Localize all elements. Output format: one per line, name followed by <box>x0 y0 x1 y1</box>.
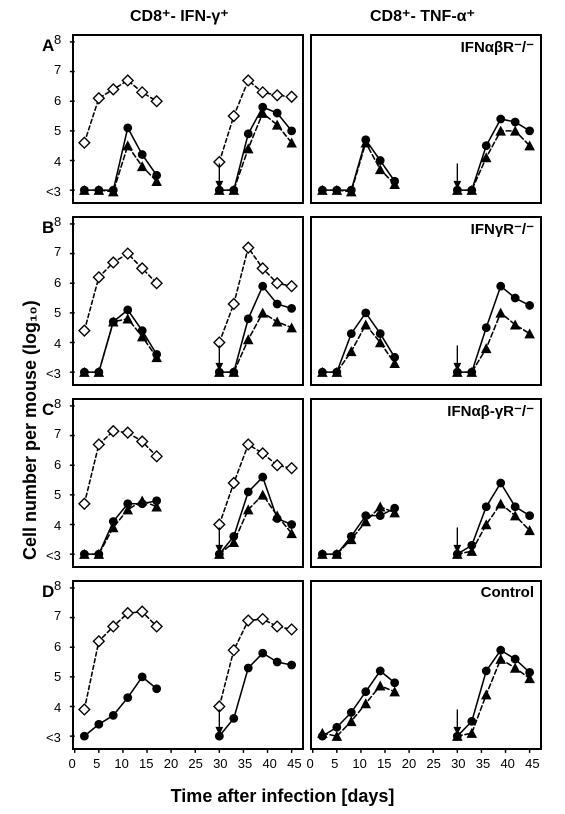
y-tick-label: 4 <box>54 154 61 169</box>
y-tick-label-lt3: <3 <box>46 548 61 563</box>
x-tick-label: 30 <box>213 756 227 771</box>
panel-right <box>310 580 542 750</box>
y-tick-label: 5 <box>54 305 61 320</box>
x-tick-label: 0 <box>307 756 314 771</box>
x-tick-label: 10 <box>114 756 128 771</box>
y-tick-label-lt3: <3 <box>46 184 61 199</box>
panel-right <box>310 398 542 568</box>
x-tick-label: 10 <box>352 756 366 771</box>
group-label: Control <box>481 584 534 601</box>
panel-letter: A <box>42 36 54 56</box>
group-label: IFNγR⁻/⁻ <box>471 220 534 238</box>
panel-left <box>72 580 304 750</box>
panel-letter: C <box>42 400 54 420</box>
x-tick-label: 30 <box>451 756 465 771</box>
y-tick-label: 5 <box>54 487 61 502</box>
panel-right <box>310 216 542 386</box>
y-tick-label: 8 <box>54 578 61 593</box>
y-axis-title: Cell number per mouse (log₁₀) <box>20 300 41 560</box>
y-tick-label: 6 <box>54 457 61 472</box>
panel-left <box>72 34 304 204</box>
x-tick-label: 15 <box>377 756 391 771</box>
x-tick-label: 45 <box>287 756 301 771</box>
x-tick-label: 5 <box>93 756 100 771</box>
y-tick-label: 7 <box>54 244 61 259</box>
x-tick-label: 25 <box>188 756 202 771</box>
y-tick-label: 6 <box>54 639 61 654</box>
y-tick-label: 6 <box>54 275 61 290</box>
x-axis-title: Time after infection [days] <box>0 786 565 807</box>
y-tick-label: 4 <box>54 518 61 533</box>
y-tick-label: 8 <box>54 32 61 47</box>
panel-letter: B <box>42 218 54 238</box>
y-tick-label-lt3: <3 <box>46 366 61 381</box>
y-tick-label: 5 <box>54 123 61 138</box>
y-tick-label: 4 <box>54 700 61 715</box>
x-tick-label: 20 <box>164 756 178 771</box>
x-tick-label: 40 <box>500 756 514 771</box>
y-tick-label: 8 <box>54 214 61 229</box>
panel-right <box>310 34 542 204</box>
y-tick-label: 8 <box>54 396 61 411</box>
x-tick-label: 0 <box>69 756 76 771</box>
group-label: IFNαβ-γR⁻/⁻ <box>447 402 534 420</box>
figure: CD8⁺- IFN-γ⁺ CD8⁺- TNF-α⁺ Cell number pe… <box>0 0 565 814</box>
y-tick-label-lt3: <3 <box>46 730 61 745</box>
y-tick-label: 5 <box>54 669 61 684</box>
x-tick-label: 35 <box>476 756 490 771</box>
y-tick-label: 6 <box>54 93 61 108</box>
x-tick-label: 35 <box>238 756 252 771</box>
x-tick-label: 5 <box>331 756 338 771</box>
y-tick-label: 7 <box>54 608 61 623</box>
panel-left <box>72 216 304 386</box>
group-label: IFNαβR⁻/⁻ <box>461 38 534 56</box>
y-tick-label: 4 <box>54 336 61 351</box>
x-tick-label: 15 <box>139 756 153 771</box>
x-tick-label: 20 <box>402 756 416 771</box>
y-tick-label: 7 <box>54 426 61 441</box>
column-header-right: CD8⁺- TNF-α⁺ <box>370 6 475 26</box>
x-tick-label: 45 <box>525 756 539 771</box>
panel-left <box>72 398 304 568</box>
x-tick-label: 40 <box>262 756 276 771</box>
panel-letter: D <box>42 582 54 602</box>
y-tick-label: 7 <box>54 62 61 77</box>
column-header-left: CD8⁺- IFN-γ⁺ <box>130 6 229 26</box>
x-tick-label: 25 <box>426 756 440 771</box>
